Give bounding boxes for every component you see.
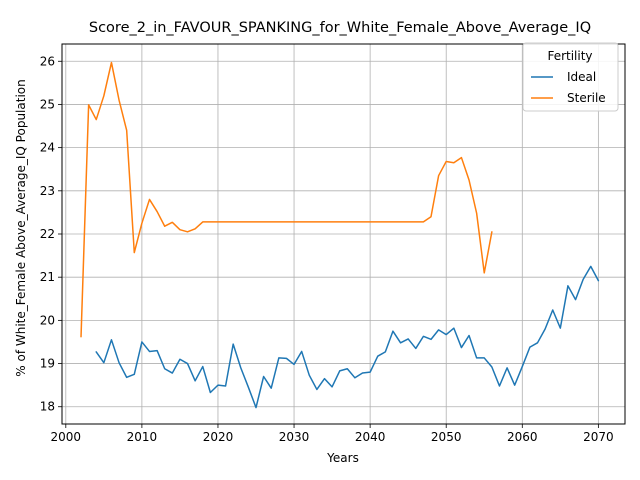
series-layer bbox=[80, 61, 600, 409]
y-tick-label: 22 bbox=[40, 227, 55, 241]
legend-label-ideal: Ideal bbox=[567, 70, 596, 84]
x-tick-label: 2030 bbox=[279, 430, 310, 444]
y-tick-label: 18 bbox=[40, 400, 55, 414]
y-tick-label: 25 bbox=[40, 97, 55, 111]
x-tick-label: 2040 bbox=[355, 430, 386, 444]
legend-label-sterile: Sterile bbox=[567, 91, 606, 105]
x-tick-label: 2050 bbox=[431, 430, 462, 444]
legend-title: Fertility bbox=[547, 49, 592, 63]
chart-title: Score_2_in_FAVOUR_SPANKING_for_White_Fem… bbox=[89, 20, 591, 36]
x-tick-label: 2000 bbox=[51, 430, 82, 444]
y-tick-label: 23 bbox=[40, 184, 55, 198]
legend-box bbox=[522, 42, 619, 112]
y-tick-label: 26 bbox=[40, 54, 55, 68]
x-axis-label: Years bbox=[326, 451, 359, 465]
x-tick-label: 2020 bbox=[203, 430, 234, 444]
y-axis-label: % of White_Female Above_Average_IQ Popul… bbox=[14, 79, 28, 376]
y-tick-label: 24 bbox=[40, 141, 55, 155]
x-tick-label: 2010 bbox=[127, 430, 158, 444]
y-tick-label: 21 bbox=[40, 270, 55, 284]
legend: Fertility Ideal Sterile bbox=[522, 42, 619, 112]
y-tick-label: 20 bbox=[40, 313, 55, 327]
x-tick-label: 2070 bbox=[583, 430, 614, 444]
x-tick-label: 2060 bbox=[507, 430, 538, 444]
y-tick-label: 19 bbox=[40, 357, 55, 371]
series-line-sterile bbox=[80, 61, 493, 338]
ticks: 2000 2010 2020 2030 2040 2050 2060 2070 18 19 20 21… bbox=[40, 54, 614, 444]
series-line-ideal bbox=[95, 265, 600, 409]
